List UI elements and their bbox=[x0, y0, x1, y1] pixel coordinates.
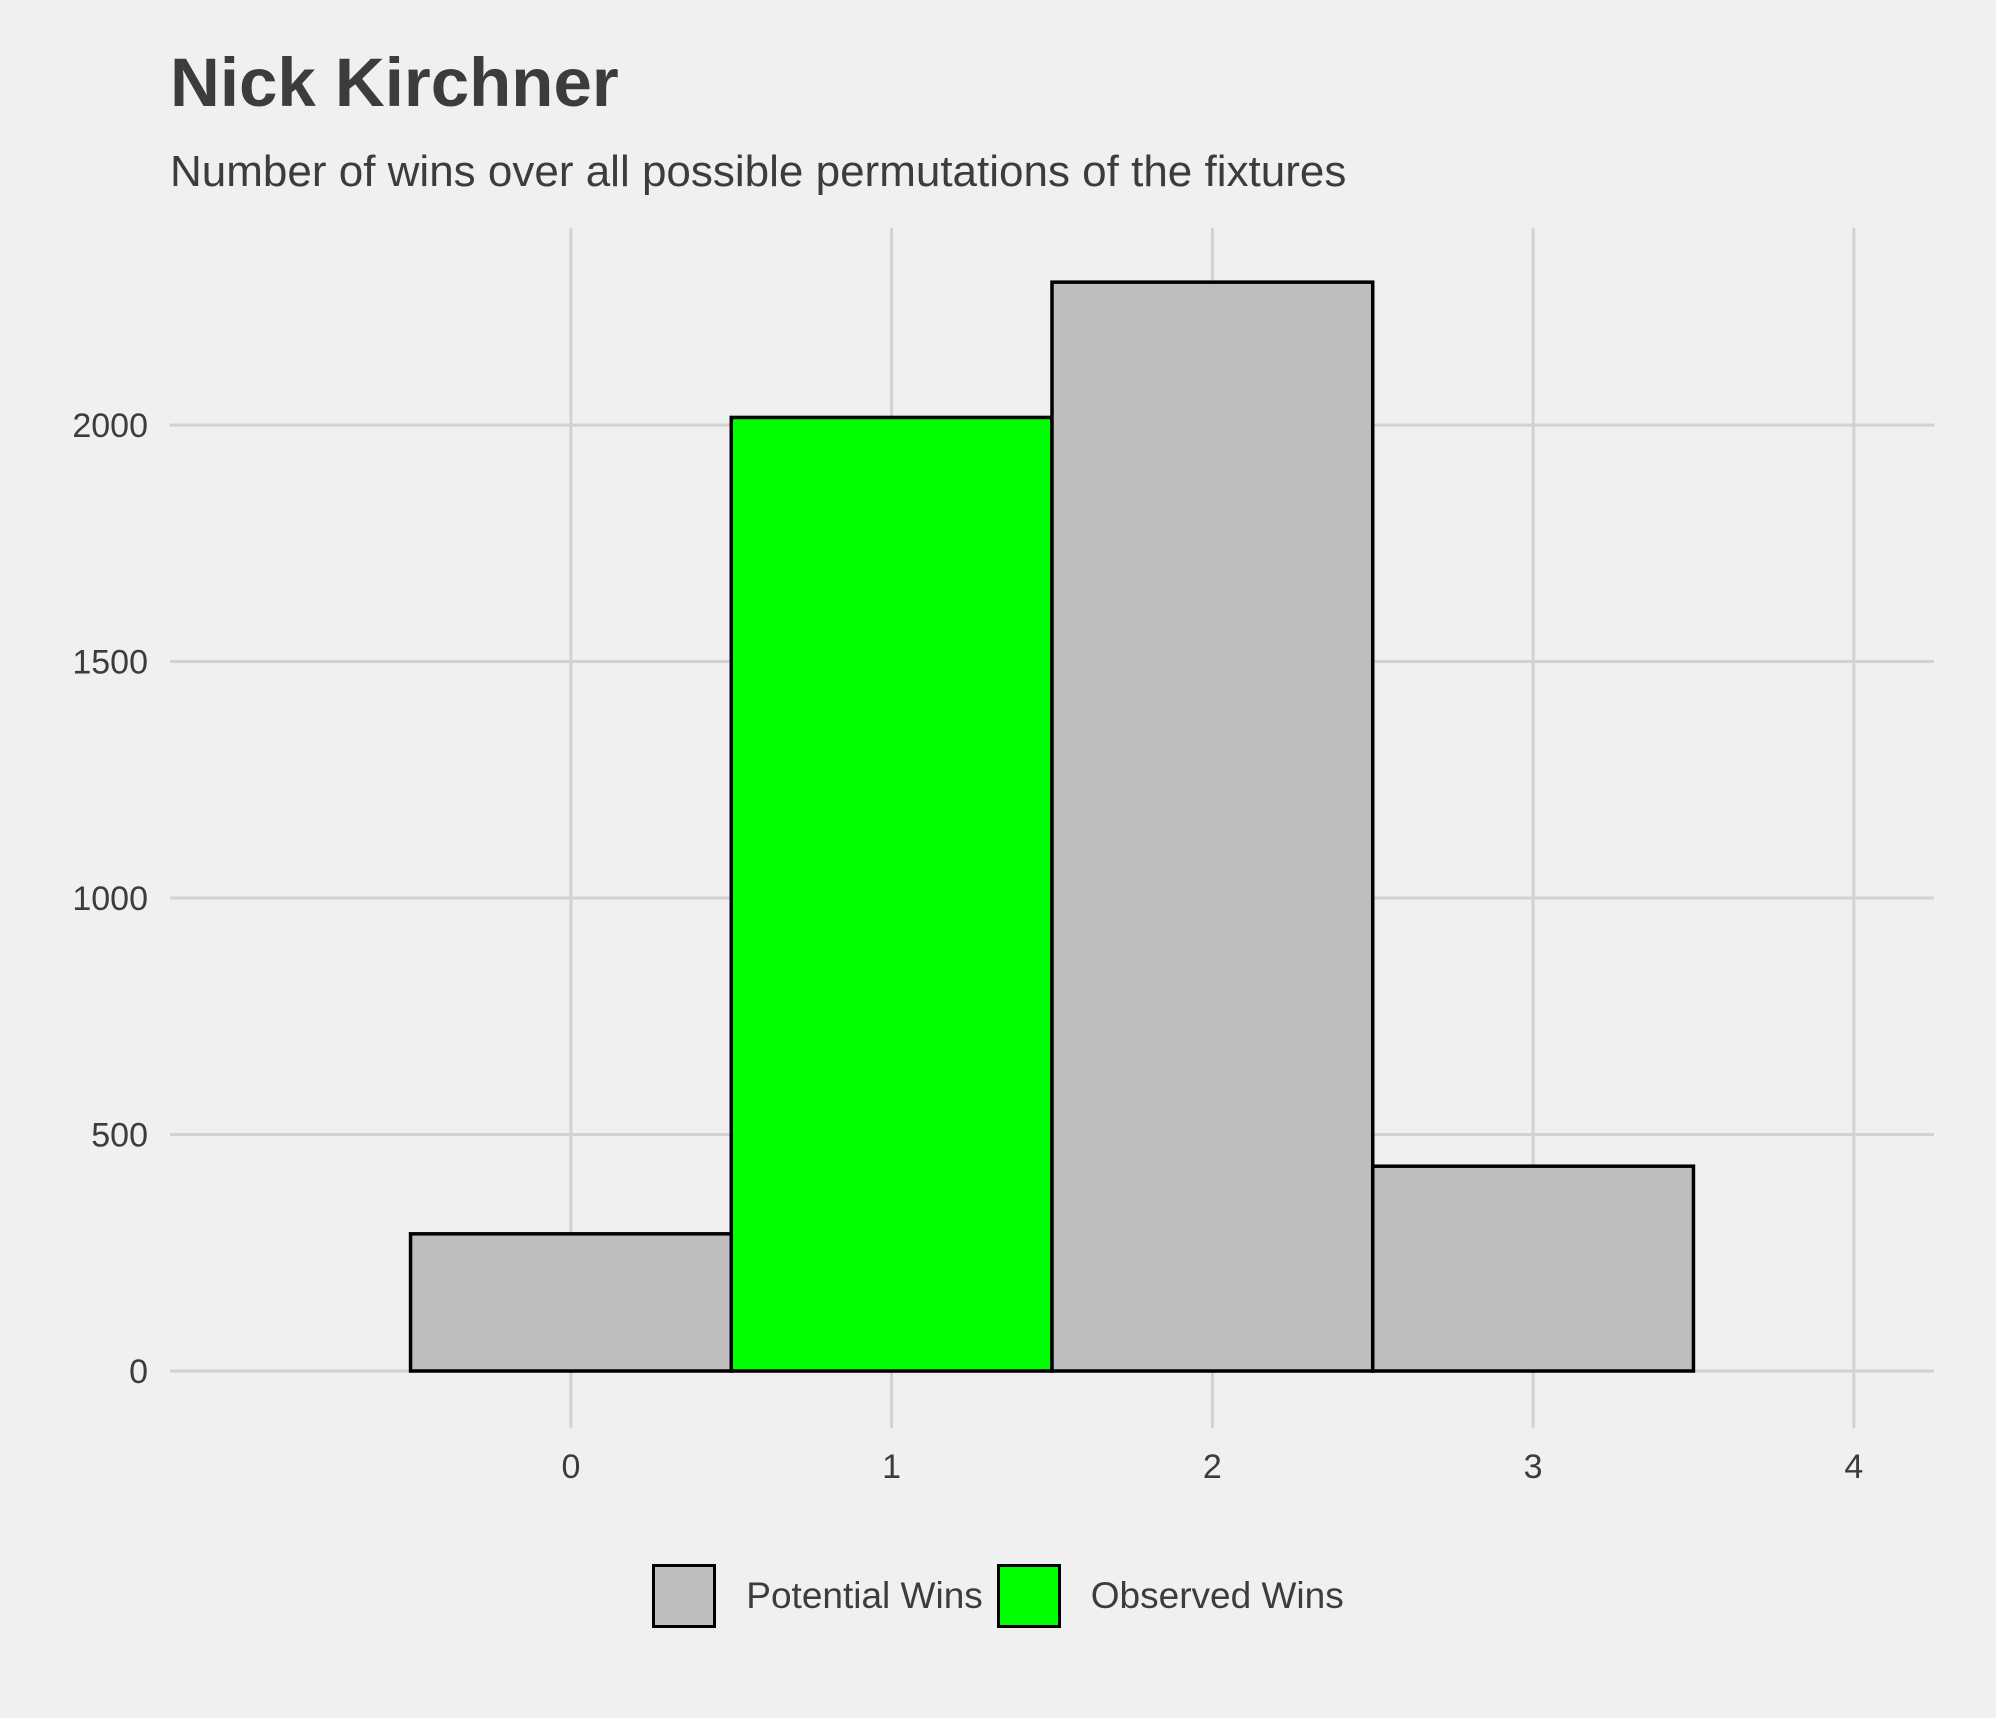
y-tick-label: 1500 bbox=[72, 644, 148, 682]
y-tick-label: 500 bbox=[91, 1117, 148, 1155]
bar-1-observed-wins bbox=[729, 415, 1054, 1373]
bar-3-potential-wins bbox=[1370, 1164, 1696, 1373]
x-tick-label: 4 bbox=[1844, 1448, 1863, 1486]
legend-item-potential-wins: Potential Wins bbox=[652, 1564, 983, 1628]
x-tick-label: 0 bbox=[561, 1448, 580, 1486]
x-tick-labels: 0 1 2 3 4 bbox=[561, 1448, 1863, 1486]
x-tick-label: 1 bbox=[882, 1448, 901, 1486]
histogram-plot: 0 1 2 3 4 0 500 1000 1500 2000 bbox=[72, 228, 1934, 1486]
legend-item-observed-wins: Observed Wins bbox=[996, 1564, 1344, 1628]
y-tick-label: 1000 bbox=[72, 880, 148, 918]
bars bbox=[408, 280, 1696, 1373]
legend-label: Potential Wins bbox=[746, 1575, 983, 1616]
legend-swatch-observed-wins bbox=[996, 1564, 1061, 1628]
chart-subtitle: Number of wins over all possible permuta… bbox=[170, 147, 1347, 196]
chart-title: Nick Kirchner bbox=[170, 44, 619, 121]
bar-2-potential-wins bbox=[1050, 280, 1375, 1373]
legend: Potential Wins Observed Wins bbox=[0, 1564, 1996, 1628]
y-tick-label: 2000 bbox=[72, 407, 148, 445]
legend-swatch-potential-wins bbox=[652, 1564, 717, 1628]
y-tick-label: 0 bbox=[129, 1353, 148, 1391]
y-tick-labels: 0 500 1000 1500 2000 bbox=[72, 407, 148, 1391]
x-tick-label: 2 bbox=[1203, 1448, 1222, 1486]
bar-0-potential-wins bbox=[408, 1232, 734, 1373]
legend-label: Observed Wins bbox=[1090, 1575, 1344, 1616]
x-tick-label: 3 bbox=[1524, 1448, 1543, 1486]
